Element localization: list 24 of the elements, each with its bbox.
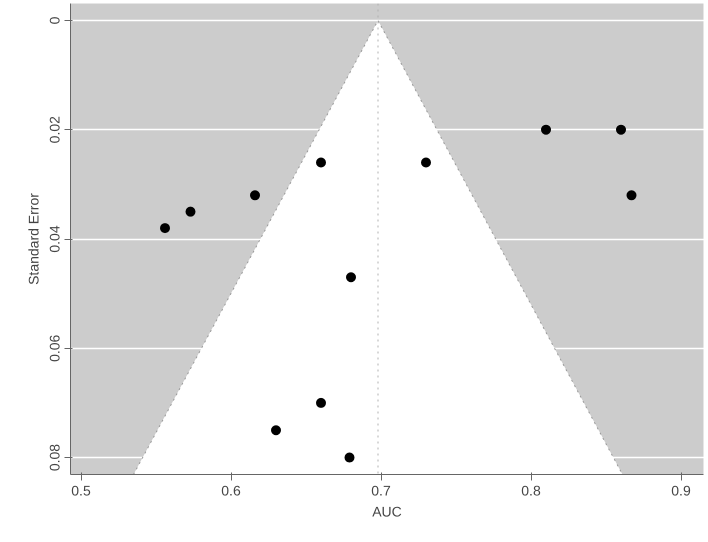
point: [346, 272, 356, 282]
point: [271, 425, 281, 436]
y-tick-label: 0.06: [46, 334, 62, 362]
point: [186, 206, 196, 217]
point: [541, 124, 551, 135]
point: [344, 452, 354, 463]
x-tick-label: 0.7: [371, 482, 391, 498]
x-tick-label: 0.6: [221, 482, 241, 498]
point: [626, 190, 636, 200]
y-axis-title: Standard Error: [26, 192, 42, 285]
y-tick-label: 0.02: [46, 116, 62, 144]
point: [421, 158, 431, 168]
point: [316, 158, 326, 168]
point: [316, 398, 326, 408]
point: [160, 223, 170, 234]
x-axis-title: AUC: [372, 504, 402, 520]
y-tick-label: 0.04: [46, 225, 62, 253]
x-tick-label: 0.9: [671, 482, 691, 498]
y-tick-label: 0: [46, 16, 62, 24]
point: [250, 190, 260, 200]
x-tick-label: 0.8: [521, 482, 541, 498]
point: [616, 124, 626, 135]
x-tick-label: 0.5: [71, 482, 91, 498]
y-tick-label: 0.08: [46, 444, 62, 472]
